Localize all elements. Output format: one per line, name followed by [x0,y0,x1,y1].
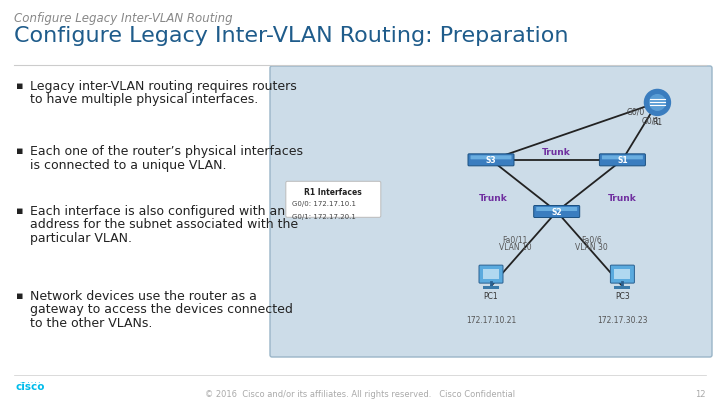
Text: Fa0/11: Fa0/11 [503,236,528,245]
Text: S3: S3 [486,156,496,165]
Text: to the other VLANs.: to the other VLANs. [30,317,153,330]
Text: Network devices use the router as a: Network devices use the router as a [30,290,257,303]
Text: 172.17.10.21: 172.17.10.21 [466,316,516,325]
Text: cisco: cisco [15,382,45,392]
FancyBboxPatch shape [536,207,577,211]
FancyBboxPatch shape [470,156,511,159]
Text: address for the subnet associated with the: address for the subnet associated with t… [30,219,298,232]
Bar [614,269,631,279]
Text: Fa0/6: Fa0/6 [581,236,602,245]
Text: G0/1: G0/1 [642,117,660,126]
Text: . . . . . .: . . . . . . [20,378,40,384]
FancyBboxPatch shape [468,154,514,166]
FancyBboxPatch shape [479,265,503,283]
Text: Configure Legacy Inter-VLAN Routing: Configure Legacy Inter-VLAN Routing [14,12,233,25]
Text: Trunk: Trunk [608,194,636,203]
FancyBboxPatch shape [286,181,381,217]
Text: ▪: ▪ [16,146,24,156]
Text: R1: R1 [652,118,662,128]
Text: S2: S2 [552,208,562,217]
Text: S1: S1 [617,156,628,165]
Text: 12: 12 [696,390,706,399]
Text: particular VLAN.: particular VLAN. [30,232,132,245]
Text: G0/0: 172.17.10.1: G0/0: 172.17.10.1 [292,201,356,207]
Text: VLAN 30: VLAN 30 [575,243,608,252]
Text: © 2016  Cisco and/or its affiliates. All rights reserved.   Cisco Confidential: © 2016 Cisco and/or its affiliates. All … [205,390,515,399]
FancyBboxPatch shape [600,154,645,166]
FancyBboxPatch shape [270,66,712,357]
FancyBboxPatch shape [611,265,634,283]
Text: PC1: PC1 [484,292,498,301]
Text: is connected to a unique VLAN.: is connected to a unique VLAN. [30,158,227,171]
Circle shape [649,95,665,110]
Bar [483,286,499,289]
Text: Trunk: Trunk [479,194,508,203]
Text: G0/1: 172.17.20.1: G0/1: 172.17.20.1 [292,214,356,220]
Text: to have multiple physical interfaces.: to have multiple physical interfaces. [30,94,258,107]
FancyBboxPatch shape [602,156,643,159]
FancyBboxPatch shape [534,205,580,217]
Text: Configure Legacy Inter-VLAN Routing: Preparation: Configure Legacy Inter-VLAN Routing: Pre… [14,26,569,46]
Bar [614,286,631,289]
Text: Each one of the router’s physical interfaces: Each one of the router’s physical interf… [30,145,303,158]
Text: G0/0: G0/0 [627,108,645,117]
Circle shape [644,90,670,115]
Text: Each interface is also configured with an IP: Each interface is also configured with a… [30,205,300,218]
Text: 172.17.30.23: 172.17.30.23 [597,316,648,325]
Text: ▪: ▪ [16,206,24,216]
Bar [483,269,499,279]
Text: PC3: PC3 [615,292,630,301]
Text: Legacy inter-VLAN routing requires routers: Legacy inter-VLAN routing requires route… [30,80,297,93]
Text: VLAN 10: VLAN 10 [499,243,531,252]
Text: R1 Interfaces: R1 Interfaces [305,188,362,197]
Text: ▪: ▪ [16,291,24,301]
Text: ▪: ▪ [16,81,24,91]
Text: gateway to access the devices connected: gateway to access the devices connected [30,303,293,316]
Text: Trunk: Trunk [542,148,571,157]
